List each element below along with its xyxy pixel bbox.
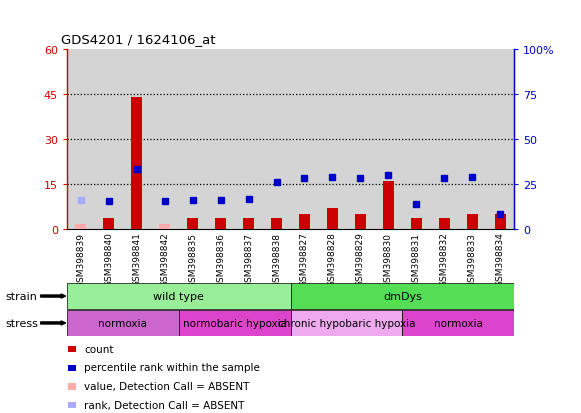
Bar <box>271 219 282 229</box>
Bar <box>67 50 95 229</box>
Bar <box>299 214 310 229</box>
Bar <box>346 50 374 229</box>
Bar <box>290 283 514 309</box>
Bar <box>243 219 254 229</box>
Bar <box>150 50 179 229</box>
Text: normoxia: normoxia <box>98 318 147 328</box>
Bar <box>494 214 506 229</box>
Text: wild type: wild type <box>153 291 204 301</box>
Bar <box>68 402 76 408</box>
Bar <box>68 365 76 371</box>
Text: percentile rank within the sample: percentile rank within the sample <box>84 363 260 373</box>
Bar <box>290 310 403 336</box>
Bar <box>411 219 422 229</box>
Bar <box>403 310 514 336</box>
Bar <box>95 50 123 229</box>
Bar <box>355 214 366 229</box>
Text: normobaric hypoxia: normobaric hypoxia <box>182 318 286 328</box>
Text: strain: strain <box>6 291 38 301</box>
Bar <box>179 310 290 336</box>
Bar <box>374 50 403 229</box>
Text: count: count <box>84 344 114 354</box>
Text: stress: stress <box>6 318 39 328</box>
Text: normoxia: normoxia <box>434 318 483 328</box>
Bar <box>68 346 76 353</box>
Bar <box>131 97 142 229</box>
Bar <box>103 219 114 229</box>
Bar <box>235 50 263 229</box>
Text: GDS4201 / 1624106_at: GDS4201 / 1624106_at <box>61 33 216 45</box>
Bar <box>486 50 514 229</box>
Bar <box>403 50 431 229</box>
Text: chronic hypobaric hypoxia: chronic hypobaric hypoxia <box>278 318 415 328</box>
Bar <box>67 283 290 309</box>
Bar <box>75 225 87 229</box>
Bar <box>187 219 198 229</box>
Text: rank, Detection Call = ABSENT: rank, Detection Call = ABSENT <box>84 400 245 410</box>
Bar <box>327 208 338 229</box>
Text: value, Detection Call = ABSENT: value, Detection Call = ABSENT <box>84 381 250 391</box>
Bar <box>383 181 394 229</box>
Bar <box>215 219 226 229</box>
Bar <box>290 50 318 229</box>
Bar <box>68 383 76 390</box>
Bar <box>263 50 290 229</box>
Bar <box>458 50 486 229</box>
Bar <box>159 225 170 229</box>
Bar <box>67 310 179 336</box>
Bar <box>207 50 235 229</box>
Bar <box>467 214 478 229</box>
Bar <box>179 50 207 229</box>
Bar <box>123 50 150 229</box>
Bar <box>439 219 450 229</box>
Text: dmDys: dmDys <box>383 291 422 301</box>
Bar <box>318 50 346 229</box>
Bar <box>431 50 458 229</box>
